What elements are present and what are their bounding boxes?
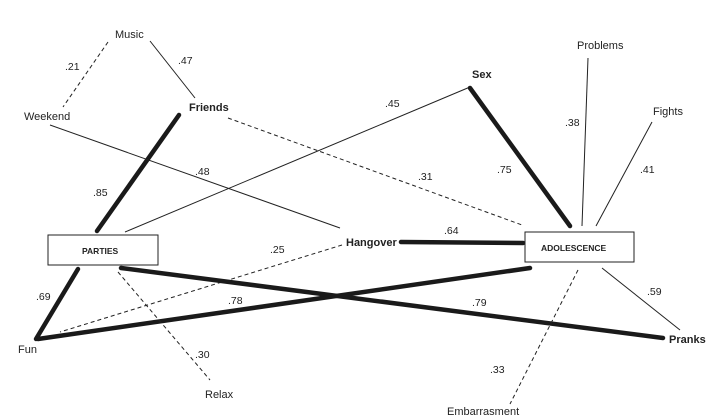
coef-adolescence-pranks: .59 bbox=[647, 286, 662, 298]
edge-adolescence-embarrasment bbox=[509, 269, 579, 405]
coef-friends-adolescence: .31 bbox=[418, 171, 433, 183]
edge-problems-adolescence bbox=[581, 57, 589, 227]
edge-music-friends bbox=[149, 40, 196, 99]
coef-weekend-hangover: .48 bbox=[195, 166, 210, 178]
coef-friends-parties: .85 bbox=[93, 187, 108, 199]
edge-parties-relax bbox=[117, 271, 211, 381]
edge-friends-parties bbox=[94, 112, 182, 234]
edge-fun-adolescence bbox=[35, 265, 533, 342]
coef-adolescence-embarrasment: .33 bbox=[490, 364, 505, 376]
node-fun: Fun bbox=[18, 344, 37, 356]
node-fights: Fights bbox=[653, 106, 683, 118]
edge-adolescence-pranks bbox=[601, 267, 681, 331]
coef-hangover-fun: .25 bbox=[270, 244, 285, 256]
edge-music-weekend bbox=[62, 41, 109, 108]
coef-hangover-adolescence: .64 bbox=[444, 225, 459, 237]
coef-music-weekend: .21 bbox=[65, 61, 80, 73]
coef-parties-fun: .69 bbox=[36, 291, 51, 303]
edge-parties-pranks bbox=[118, 265, 666, 341]
coef-sex-adolescence: .75 bbox=[497, 164, 512, 176]
node-friends: Friends bbox=[189, 102, 229, 114]
edge-fights-adolescence bbox=[595, 121, 653, 227]
node-adolescence: ADOLESCENCE bbox=[541, 243, 607, 253]
node-sex: Sex bbox=[472, 69, 492, 81]
node-embarrasment: Embarrasment bbox=[447, 406, 519, 418]
edge-hangover-adolescence bbox=[398, 239, 526, 246]
edge-hangover-fun bbox=[59, 244, 343, 333]
node-hangover: Hangover bbox=[346, 237, 397, 249]
node-pranks: Pranks bbox=[669, 334, 706, 346]
edge-sex-adolescence bbox=[467, 85, 573, 229]
coef-parties-pranks: .79 bbox=[472, 297, 487, 309]
node-relax: Relax bbox=[205, 389, 234, 401]
node-weekend: Weekend bbox=[24, 111, 70, 123]
edge-friends-adolescence bbox=[227, 117, 523, 226]
node-parties: PARTIES bbox=[82, 246, 119, 256]
coef-parties-sex: .45 bbox=[385, 98, 400, 110]
edge-parties-fun bbox=[33, 266, 81, 342]
coef-fights-adolescence: .41 bbox=[640, 164, 655, 176]
adolescence-box bbox=[524, 231, 635, 263]
coef-problems-adolescence: .38 bbox=[565, 117, 580, 129]
coef-parties-relax: .30 bbox=[195, 349, 210, 361]
node-problems: Problems bbox=[577, 40, 624, 52]
node-music: Music bbox=[115, 29, 144, 41]
edge-parties-sex bbox=[124, 86, 471, 233]
coef-fun-adolescence: .78 bbox=[228, 295, 243, 307]
coef-music-friends: .47 bbox=[178, 55, 193, 67]
parties-box bbox=[47, 234, 159, 266]
edge-weekend-hangover bbox=[49, 124, 341, 229]
